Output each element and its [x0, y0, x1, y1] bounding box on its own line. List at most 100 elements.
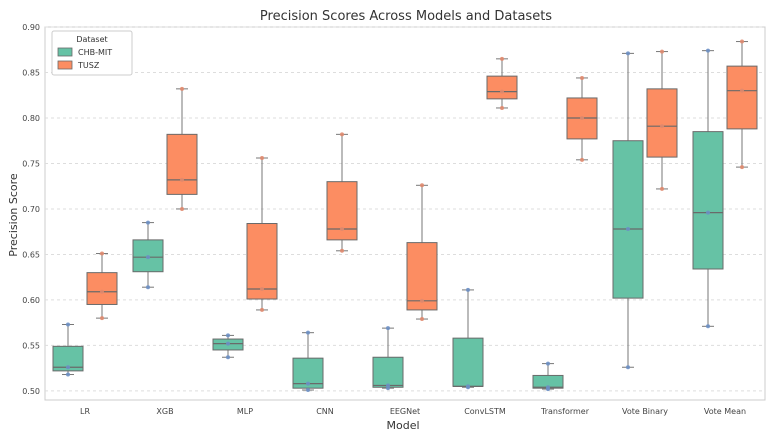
x-tick-label: MLP: [237, 407, 253, 416]
box-chb-mit-vote-mean[interactable]: [692, 48, 724, 329]
x-tick-label: XGB: [156, 407, 173, 416]
data-point: [740, 88, 744, 93]
data-point: [660, 124, 664, 129]
data-point: [226, 341, 230, 346]
data-point: [260, 307, 264, 312]
data-point: [66, 372, 70, 377]
box-tusz-xgb[interactable]: [166, 86, 198, 211]
box-tusz-convlstm[interactable]: [486, 56, 518, 110]
data-point: [500, 89, 504, 94]
box-tusz-mlp[interactable]: [246, 156, 278, 312]
y-tick-label: 0.50: [22, 387, 40, 396]
data-point: [100, 251, 104, 256]
box-chb-mit-mlp[interactable]: [212, 333, 244, 360]
y-tick-label: 0.85: [22, 68, 40, 77]
plot-frame: [44, 26, 766, 401]
box-body: [486, 75, 518, 100]
y-tick-label: 0.80: [22, 114, 40, 123]
x-axis-label: Model: [386, 419, 419, 432]
box-tusz-cnn[interactable]: [326, 132, 358, 253]
data-point: [660, 186, 664, 191]
box-tusz-vote-binary[interactable]: [646, 49, 678, 191]
data-point: [546, 385, 550, 390]
box-body: [692, 131, 724, 270]
data-point: [180, 86, 184, 91]
y-tick-label: 0.75: [22, 159, 40, 168]
data-point: [420, 298, 424, 303]
box-body: [452, 337, 484, 387]
y-tick-label: 0.70: [22, 205, 40, 214]
data-point: [386, 383, 390, 388]
plot-area: 0.50 0.55 0.60 0.65 0.70 0.75 0.80 0.85 0.90 LR XG…: [22, 23, 766, 416]
data-point: [340, 132, 344, 137]
y-axis-label: Precision Score: [7, 173, 20, 257]
box-tusz-lr[interactable]: [86, 251, 118, 321]
data-point: [100, 289, 104, 294]
box-chb-mit-transformer[interactable]: [532, 361, 564, 392]
legend-swatch: [57, 47, 73, 57]
box-body: [726, 65, 758, 130]
x-tick-label: Vote Binary: [622, 407, 668, 416]
x-tick-label: CNN: [316, 407, 334, 416]
box-body: [372, 356, 404, 388]
x-tick-label: Transformer: [540, 407, 590, 416]
data-point: [146, 255, 150, 260]
box-tusz-eegnet[interactable]: [406, 183, 438, 322]
y-tick-label: 0.60: [22, 296, 40, 305]
box-chb-mit-eegnet[interactable]: [372, 326, 404, 391]
data-point: [100, 316, 104, 321]
data-point: [146, 220, 150, 225]
legend-swatch: [57, 60, 73, 70]
box-body: [326, 181, 358, 241]
data-point: [386, 326, 390, 331]
data-point: [740, 165, 744, 170]
box-tusz-transformer[interactable]: [566, 75, 598, 162]
chart-title: Precision Scores Across Models and Datas…: [260, 9, 552, 24]
y-tick-label: 0.90: [22, 23, 40, 32]
y-tick-label: 0.55: [22, 341, 40, 350]
data-point: [580, 75, 584, 80]
box-chb-mit-xgb[interactable]: [132, 220, 164, 290]
legend-title: Dataset: [76, 35, 107, 44]
data-point: [580, 115, 584, 120]
box-chb-mit-cnn[interactable]: [292, 330, 324, 392]
legend: Dataset CHB-MIT TUSZ: [51, 30, 133, 76]
data-point: [260, 156, 264, 161]
data-point: [626, 226, 630, 231]
box-body: [86, 272, 118, 305]
data-point: [706, 210, 710, 215]
data-point: [500, 56, 504, 61]
data-point: [66, 322, 70, 327]
data-point: [306, 330, 310, 335]
y-tick-label: 0.65: [22, 250, 40, 259]
box-body: [646, 88, 678, 158]
data-point: [226, 355, 230, 360]
data-point: [660, 49, 664, 54]
data-point: [740, 39, 744, 44]
box-body: [246, 223, 278, 300]
data-point: [420, 317, 424, 322]
data-point: [260, 287, 264, 292]
box-chb-mit-lr[interactable]: [52, 322, 84, 377]
x-tick-label: ConvLSTM: [464, 407, 506, 416]
data-point: [340, 248, 344, 253]
data-point: [306, 381, 310, 386]
data-point: [180, 177, 184, 182]
data-point: [580, 157, 584, 162]
data-point: [466, 287, 470, 292]
box-tusz-vote-mean[interactable]: [726, 39, 758, 170]
data-point: [180, 206, 184, 211]
data-point: [146, 285, 150, 290]
box-body: [406, 242, 438, 311]
box-chb-mit-vote-binary[interactable]: [612, 51, 644, 370]
data-point: [626, 51, 630, 56]
box-body: [166, 133, 198, 195]
box-chb-mit-convlstm[interactable]: [452, 287, 484, 390]
x-tick-label: Vote Mean: [704, 407, 746, 416]
box-body: [612, 140, 644, 299]
x-tick-label: LR: [80, 407, 90, 416]
data-point: [340, 226, 344, 231]
data-point: [466, 384, 470, 389]
